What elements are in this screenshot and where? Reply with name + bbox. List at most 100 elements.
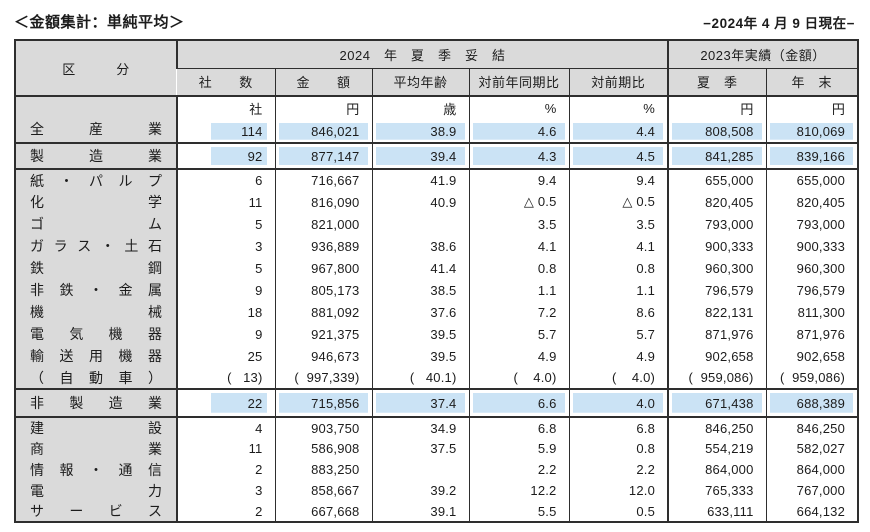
value-cell: 816,090 — [274, 191, 372, 213]
header-group-2023-actual: 2023年実績（金額） — [667, 40, 859, 69]
value-cell: 92 — [176, 143, 275, 169]
value-cell: 900,333 — [667, 235, 767, 257]
category-text: 非製造業 — [30, 395, 162, 411]
value-cell: 841,285 — [667, 143, 767, 169]
value-cell: ( 13) — [176, 367, 275, 389]
value-cell: 820,405 — [667, 191, 767, 213]
value-cell: 960,300 — [765, 257, 859, 279]
table-row: 鉄鋼 5 967,800 41.4 0.8 0.8 960,300 960,300 — [15, 257, 859, 279]
table-block-mfg-detail: 紙・パルプ 6 716,667 41.9 9.4 9.4 655,000 655,000 化学 1… — [15, 169, 859, 389]
value-cell: 839,166 — [765, 143, 859, 169]
value-cell: 554,219 — [667, 438, 767, 459]
value-cell: 8.6 — [568, 301, 669, 323]
value-cell: 39.5 — [371, 323, 469, 345]
value-cell: 4.6 — [468, 120, 569, 143]
value-cell: 4.5 — [568, 143, 669, 169]
category-label: ゴム — [15, 213, 177, 235]
value-cell: 4.9 — [468, 345, 569, 367]
category-text: 化学 — [30, 194, 162, 210]
unit-cell: 円 — [274, 96, 372, 120]
header-amount: 金 額 — [274, 68, 372, 96]
value-cell: 114 — [176, 120, 275, 143]
as-of-date: −2024年 4 月 9 日現在− — [703, 16, 855, 31]
value-cell: 4.9 — [568, 345, 669, 367]
category-text: （自動車） — [30, 369, 162, 386]
category-label: 化学 — [15, 191, 177, 213]
value-cell: ( 959,086) — [765, 367, 859, 389]
value-cell: 582,027 — [765, 438, 859, 459]
table-row: 電気機器 9 921,375 39.5 5.7 5.7 871,976 871,976 — [15, 323, 859, 345]
value-cell: 6 — [176, 169, 275, 191]
category-text: 紙・パルプ — [30, 172, 162, 189]
value-cell: 946,673 — [274, 345, 372, 367]
value-cell: 796,579 — [765, 279, 859, 301]
table-row: 紙・パルプ 6 716,667 41.9 9.4 9.4 655,000 655,000 — [15, 169, 859, 191]
value-cell — [371, 213, 469, 235]
category-label: サービス — [15, 501, 177, 522]
value-cell: 765,333 — [667, 480, 767, 501]
value-cell: 667,668 — [274, 501, 372, 522]
value-cell: 41.4 — [371, 257, 469, 279]
value-cell: 37.6 — [371, 301, 469, 323]
value-cell: 808,508 — [667, 120, 767, 143]
value-cell: 11 — [176, 191, 275, 213]
value-cell — [371, 459, 469, 480]
value-cell: 39.1 — [371, 501, 469, 522]
unit-cell: 社 — [176, 96, 275, 120]
category-label: 非鉄・金属 — [15, 279, 177, 301]
value-cell: 12.2 — [468, 480, 569, 501]
value-cell: 871,976 — [765, 323, 859, 345]
value-cell: 820,405 — [765, 191, 859, 213]
value-cell: 5.7 — [568, 323, 669, 345]
value-cell: 4.1 — [568, 235, 669, 257]
category-label: 鉄鋼 — [15, 257, 177, 279]
value-cell: 18 — [176, 301, 275, 323]
value-cell: 0.8 — [568, 257, 669, 279]
value-cell: 967,800 — [274, 257, 372, 279]
table-row: 輸送用機器 25 946,673 39.5 4.9 4.9 902,658 902,658 — [15, 345, 859, 367]
value-cell: 4.0 — [568, 389, 669, 417]
category-label: 全産業 — [15, 96, 177, 143]
table-row: 非製造業 22 715,856 37.4 6.6 4.0 671,438 688,389 — [15, 389, 859, 417]
value-cell: 39.4 — [371, 143, 469, 169]
table-row: 機械 18 881,092 37.6 7.2 8.6 822,131 811,300 — [15, 301, 859, 323]
category-text: 情報・通信 — [30, 461, 162, 478]
value-cell: 671,438 — [667, 389, 767, 417]
value-cell: 586,908 — [274, 438, 372, 459]
value-cell: 0.8 — [468, 257, 569, 279]
document-header: ＜金額集計：単純平均＞ −2024年 4 月 9 日現在− — [14, 6, 857, 32]
value-cell: 633,111 — [667, 501, 767, 522]
value-cell: 38.5 — [371, 279, 469, 301]
value-cell: 5 — [176, 257, 275, 279]
value-cell: 716,667 — [274, 169, 372, 191]
category-label: 輸送用機器 — [15, 345, 177, 367]
value-cell: 11 — [176, 438, 275, 459]
value-cell: 39.2 — [371, 480, 469, 501]
category-label: 商業 — [15, 438, 177, 459]
value-cell: 877,147 — [274, 143, 372, 169]
category-text: 商業 — [30, 440, 162, 457]
value-cell: ( 997,339) — [274, 367, 372, 389]
value-cell: 864,000 — [667, 459, 767, 480]
category-text: 機械 — [30, 304, 162, 320]
value-cell: 6.8 — [568, 417, 669, 438]
value-cell: 9 — [176, 279, 275, 301]
unit-cell: 歳 — [371, 96, 469, 120]
value-cell: 2.2 — [568, 459, 669, 480]
value-cell: 715,856 — [274, 389, 372, 417]
category-text: 輸送用機器 — [30, 348, 162, 364]
header-2023-summer: 夏 季 — [667, 68, 767, 96]
table-row: 商業 11 586,908 37.5 5.9 0.8 554,219 582,027 — [15, 438, 859, 459]
value-cell: 881,092 — [274, 301, 372, 323]
value-cell: 0.8 — [568, 438, 669, 459]
value-cell: 805,173 — [274, 279, 372, 301]
value-cell: 821,000 — [274, 213, 372, 235]
table-row: 製造業 92 877,147 39.4 4.3 4.5 841,285 839,166 — [15, 143, 859, 169]
value-cell: 12.0 — [568, 480, 669, 501]
value-cell: 864,000 — [765, 459, 859, 480]
header-company-count: 社 数 — [177, 68, 275, 96]
table-row: サービス 2 667,668 39.1 5.5 0.5 633,111 664,132 — [15, 501, 859, 522]
value-cell: 9.4 — [568, 169, 669, 191]
value-cell: ( 4.0) — [568, 367, 669, 389]
category-text: 非鉄・金属 — [30, 282, 162, 298]
